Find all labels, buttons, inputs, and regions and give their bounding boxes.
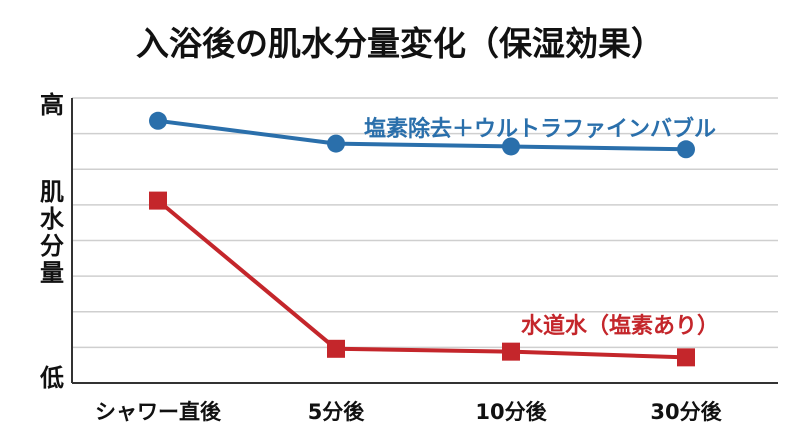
y-axis-title-char: 水: [40, 205, 65, 233]
y-axis-title-char: 分: [40, 232, 64, 260]
series-group: [149, 111, 695, 367]
y-axis-title-char: 量: [40, 259, 64, 287]
x-tick-label: 10分後: [475, 400, 547, 424]
x-tick-label: 5分後: [308, 400, 366, 424]
y-axis-title-char: 肌: [40, 178, 64, 206]
x-tick-label: 30分後: [650, 400, 722, 424]
axes: [71, 98, 778, 384]
data-point: [677, 140, 695, 159]
data-point: [149, 191, 167, 210]
x-axis-ticks: シャワー直後 5分後 10分後 30分後: [95, 400, 723, 424]
data-point: [327, 339, 345, 358]
series-label: 水道水（塩素あり）: [521, 313, 719, 339]
y-axis-low-label: 低: [39, 364, 64, 392]
data-point: [149, 111, 167, 130]
series-2: [149, 191, 695, 367]
data-point: [327, 134, 345, 153]
data-point: [502, 137, 520, 156]
series-1: [149, 111, 695, 159]
y-axis-title: 肌水分量: [40, 178, 65, 287]
series-line: [156, 199, 687, 360]
series-line: [157, 118, 687, 152]
data-point: [502, 342, 520, 361]
x-tick-label: シャワー直後: [95, 400, 222, 424]
series-label: 塩素除去＋ウルトラファインバブル: [364, 116, 716, 142]
y-axis-high-label: 高: [40, 91, 64, 119]
chart-title: 入浴後の肌水分量変化（保湿効果）: [136, 24, 664, 63]
gridlines: [72, 97, 778, 349]
data-point: [677, 348, 695, 367]
